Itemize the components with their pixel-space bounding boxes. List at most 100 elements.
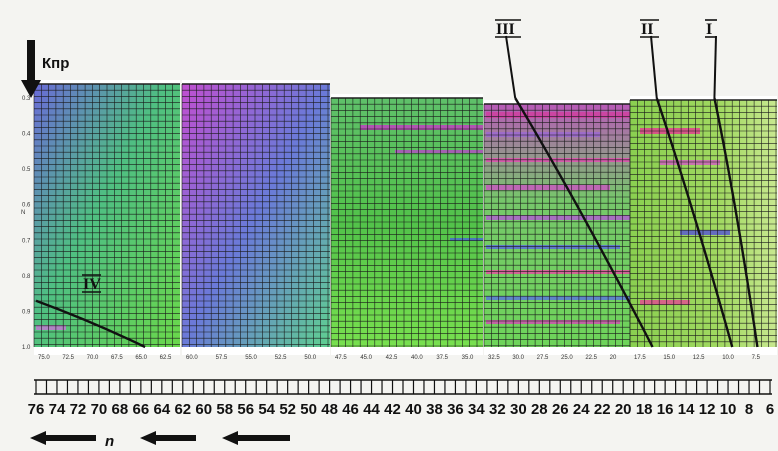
panel-tick-label: 47.5 xyxy=(335,355,347,361)
series-leader-I xyxy=(713,35,717,99)
y-tick-label: 0.3 xyxy=(22,96,31,102)
bottom-tick-label: 48 xyxy=(321,401,338,418)
bottom-tick-label: 6 xyxy=(766,401,774,418)
series-label-IV: IV xyxy=(83,276,101,293)
panel-tick-label: 37.5 xyxy=(436,355,448,361)
bottom-tick-label: 10 xyxy=(720,401,737,418)
bottom-tick-label: 34 xyxy=(468,401,485,418)
color-streak xyxy=(640,300,690,305)
bottom-tick-label: 44 xyxy=(363,401,380,418)
bottom-tick-label: 38 xyxy=(426,401,443,418)
series-label-I: I xyxy=(706,21,712,38)
panel-tick-label: 70.0 xyxy=(87,355,99,361)
bottom-tick-label: 64 xyxy=(153,401,170,418)
series-curve-III xyxy=(514,97,654,348)
bottom-tick-label: 32 xyxy=(489,401,506,418)
series-curve-IV xyxy=(35,299,146,349)
panel-tick-label: 55.0 xyxy=(245,355,257,361)
panel-tick-label: 30.0 xyxy=(512,355,524,361)
color-streak xyxy=(486,185,610,190)
bottom-tick-label: 70 xyxy=(91,401,108,418)
color-streak xyxy=(360,125,483,130)
y-tick-label: 0.4 xyxy=(22,132,31,138)
bottom-tick-label: 50 xyxy=(300,401,317,418)
bottom-tick-label: 14 xyxy=(678,401,695,418)
color-streak xyxy=(486,132,600,137)
bottom-tick-label: 24 xyxy=(573,401,590,418)
color-streak xyxy=(486,215,630,220)
panel-tick-label: 35.0 xyxy=(462,355,474,361)
bottom-tick-label: 18 xyxy=(636,401,653,418)
color-streak xyxy=(486,245,620,249)
color-streak xyxy=(395,150,483,153)
y-arrow-icon xyxy=(21,40,41,98)
panel-tick-label: 45.0 xyxy=(360,355,372,361)
color-streak xyxy=(486,296,630,300)
bottom-tick-label: 74 xyxy=(49,401,66,418)
color-streak xyxy=(486,320,620,324)
bottom-ruler xyxy=(34,379,772,395)
bottom-tick-label: 66 xyxy=(133,401,150,418)
y-tick-label: 0.7 xyxy=(22,238,31,244)
y-tick-label: 0.8 xyxy=(22,274,31,280)
series-leader-III xyxy=(505,35,517,99)
series-leader-II xyxy=(650,35,658,99)
bottom-tick-label: 42 xyxy=(384,401,401,418)
chart-labels: Кпр N n xyxy=(21,55,114,450)
panel-tick-label: 62.5 xyxy=(160,355,172,361)
bottom-tick-label: 8 xyxy=(745,401,753,418)
left-arrow-icon-2 xyxy=(140,431,196,445)
panel-5 xyxy=(630,100,777,347)
bottom-tick-label: 52 xyxy=(279,401,296,418)
y-tick-label: 0.6 xyxy=(22,203,31,209)
panel-tick-label: 65.0 xyxy=(135,355,147,361)
panel-tick-label: 52.5 xyxy=(275,355,287,361)
panel-tick-label: 57.5 xyxy=(216,355,228,361)
color-streak xyxy=(660,160,720,165)
panel-3 xyxy=(331,98,483,347)
panel-tick-label: 50.0 xyxy=(304,355,316,361)
bottom-tick-label: 72 xyxy=(70,401,87,418)
x-axis-label: n xyxy=(105,433,114,450)
panel-tick-label: 27.5 xyxy=(537,355,549,361)
direction-arrows xyxy=(21,40,290,445)
bottom-tick-label: 60 xyxy=(195,401,212,418)
panel-tick-label: 25.0 xyxy=(561,355,573,361)
panel-tick-label: 7.5 xyxy=(752,355,761,361)
bottom-tick-label: 56 xyxy=(237,401,254,418)
color-streak xyxy=(486,112,630,118)
y-axis-label: Кпр xyxy=(42,55,69,72)
panel-tick-label: 42.5 xyxy=(386,355,398,361)
bottom-tick-label: 36 xyxy=(447,401,464,418)
bottom-tick-label: 12 xyxy=(699,401,716,418)
y-tick-label: 1.0 xyxy=(22,345,31,351)
bottom-tick-label: 20 xyxy=(615,401,632,418)
series-curve-II xyxy=(655,97,734,348)
bottom-tick-label: 16 xyxy=(657,401,674,418)
panel-tick-label: 15.0 xyxy=(663,355,675,361)
bottom-tick-label: 58 xyxy=(216,401,233,418)
color-stripes xyxy=(36,112,730,330)
bottom-tick-label: 40 xyxy=(405,401,422,418)
grid-lines xyxy=(33,83,777,347)
panel-tick-label: 22.5 xyxy=(585,355,597,361)
bottom-tick-labels: 76 74 72 70 68 66 64 62 60 58 56 54 52 50 48 46 44 42 40 38… xyxy=(28,401,775,418)
panel-tick-label: 75.0 xyxy=(38,355,50,361)
panel-tick-label: 67.5 xyxy=(111,355,123,361)
panel-tick-label: 72.5 xyxy=(62,355,74,361)
panel-2 xyxy=(182,84,330,347)
bottom-tick-label: 76 xyxy=(28,401,45,418)
panel-tick-label: 40.0 xyxy=(411,355,423,361)
panel-tick-label: 17.5 xyxy=(634,355,646,361)
left-arrow-icon-1 xyxy=(30,431,96,445)
series-curve-I xyxy=(713,97,759,348)
bottom-tick-label: 46 xyxy=(342,401,359,418)
color-streak xyxy=(680,230,730,235)
bottom-tick-label: 54 xyxy=(258,401,275,418)
panel-tick-label: 10.0 xyxy=(722,355,734,361)
series-label-II: II xyxy=(641,21,653,38)
panel-tick-label: 60.0 xyxy=(186,355,198,361)
color-streak xyxy=(36,325,66,330)
